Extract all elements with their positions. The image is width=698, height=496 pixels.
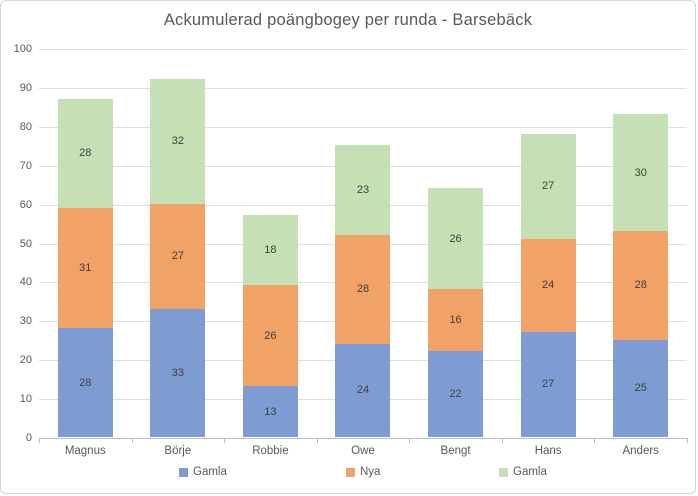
y-tick-label: 0 [25,432,32,444]
bar-segment: 23 [335,145,391,235]
bar-stack: 22 16 26 [428,188,484,437]
gridline [39,87,687,89]
y-tick-label: 30 [19,315,32,328]
plot-area: 28 31 28 33 27 32 13 26 18 24 28 23 22 16 26 27 24 27 25 28… [39,49,687,439]
y-tick-label: 50 [19,237,32,250]
bar-segment-label: 16 [449,314,462,327]
bar-segment-label: 27 [542,180,555,193]
bar-segment: 28 [335,234,391,344]
bar-segment-label: 25 [634,382,647,395]
bar-segment-label: 27 [171,250,184,263]
legend-item: Gamla [179,466,227,478]
bar-segment: 18 [242,215,298,286]
bar-segment-label: 13 [264,405,277,418]
y-tick-label: 80 [19,120,32,133]
bar-segment: 26 [428,188,484,290]
axis-tick [131,438,133,443]
bar-stack: 24 28 23 [335,145,391,437]
axis-tick [501,438,503,443]
chart-title: Ackumulerad poängbogey per runda - Barse… [163,11,533,29]
bar-segment-label: 26 [449,232,462,245]
x-axis-line [39,438,687,439]
bar-segment-label: 23 [356,184,370,196]
bar-segment: 33 [150,308,206,437]
bar-stack: 25 28 30 [613,114,669,437]
bar-stack: 13 26 18 [242,215,298,437]
x-category-label: Owe [351,445,375,457]
axis-tick [409,438,411,443]
bar-segment: 28 [57,328,113,437]
bar-segment-label: 33 [171,366,184,379]
legend-label: Gamla [193,466,227,478]
bar-stack: 33 27 32 [150,79,206,437]
axis-tick [316,438,318,443]
bar-segment: 27 [520,331,576,437]
x-category-label: Bengt [440,445,471,457]
bar-segment-label: 28 [634,279,647,292]
bar-segment-label: 28 [79,147,92,160]
bar-segment-label: 27 [542,378,555,391]
bar-segment: 22 [428,351,484,437]
bar-segment-label: 32 [171,135,184,148]
bar-segment-label: 22 [449,388,462,401]
bar-segment: 27 [520,133,576,239]
bar-owe: 24 28 23 [317,145,410,437]
bar-segment-label: 18 [264,244,277,257]
y-tick-label: 90 [19,81,32,94]
bar-segment: 16 [428,289,484,352]
x-category-label: Börje [164,445,192,457]
bar-stack: 27 24 27 [520,133,576,437]
bar-segment-label: 30 [634,166,647,179]
bar-segment-label: 31 [79,261,92,274]
bar-segment: 26 [242,285,298,387]
legend-item: Gamla [499,466,547,478]
y-tick-label: 60 [19,198,32,211]
bar-segment: 25 [613,339,669,437]
bar-segment-label: 24 [542,279,555,292]
bar-segment-label: 28 [79,376,92,389]
axis-tick [594,438,596,443]
y-tick-label: 20 [19,354,32,367]
y-tick-label: 40 [19,276,32,289]
legend-label: Nya [360,466,381,478]
bar-börje: 33 27 32 [132,79,225,437]
bar-magnus: 28 31 28 [39,98,132,437]
bar-segment: 28 [57,98,113,208]
bar-bengt: 22 16 26 [409,188,502,437]
gridline [39,126,687,128]
bar-segment: 24 [520,238,576,332]
y-tick-label: 10 [19,393,32,406]
x-category-label: Hans [534,445,562,457]
axis-tick [224,438,226,443]
bar-segment-label: 28 [356,283,370,296]
bar-segment: 28 [613,230,669,340]
bar-hans: 27 24 27 [502,133,595,437]
y-tick-label: 100 [13,43,32,55]
x-category-label: Anders [622,445,659,457]
legend-label: Gamla [513,466,547,478]
legend-swatch-icon [499,467,508,477]
x-category-label: Magnus [64,445,106,457]
legend-swatch-icon [179,467,188,477]
bar-anders: 25 28 30 [594,114,687,437]
bar-segment-label: 24 [356,384,370,397]
x-category-label: Robbie [252,445,289,457]
axis-tick [39,438,40,443]
bar-segment: 30 [613,114,669,231]
bar-segment: 13 [242,386,298,437]
bar-robbie: 13 26 18 [224,215,317,437]
bar-segment: 32 [150,79,206,204]
bar-segment-label: 26 [264,329,277,342]
gridline [39,49,687,50]
axis-tick [687,438,688,443]
legend-swatch-icon [346,467,355,477]
bar-stack: 28 31 28 [57,98,113,437]
bar-segment: 24 [335,343,391,437]
bar-segment: 31 [57,207,113,329]
y-tick-label: 70 [19,159,32,172]
bar-segment: 27 [150,203,206,309]
legend-item: Nya [346,466,380,478]
